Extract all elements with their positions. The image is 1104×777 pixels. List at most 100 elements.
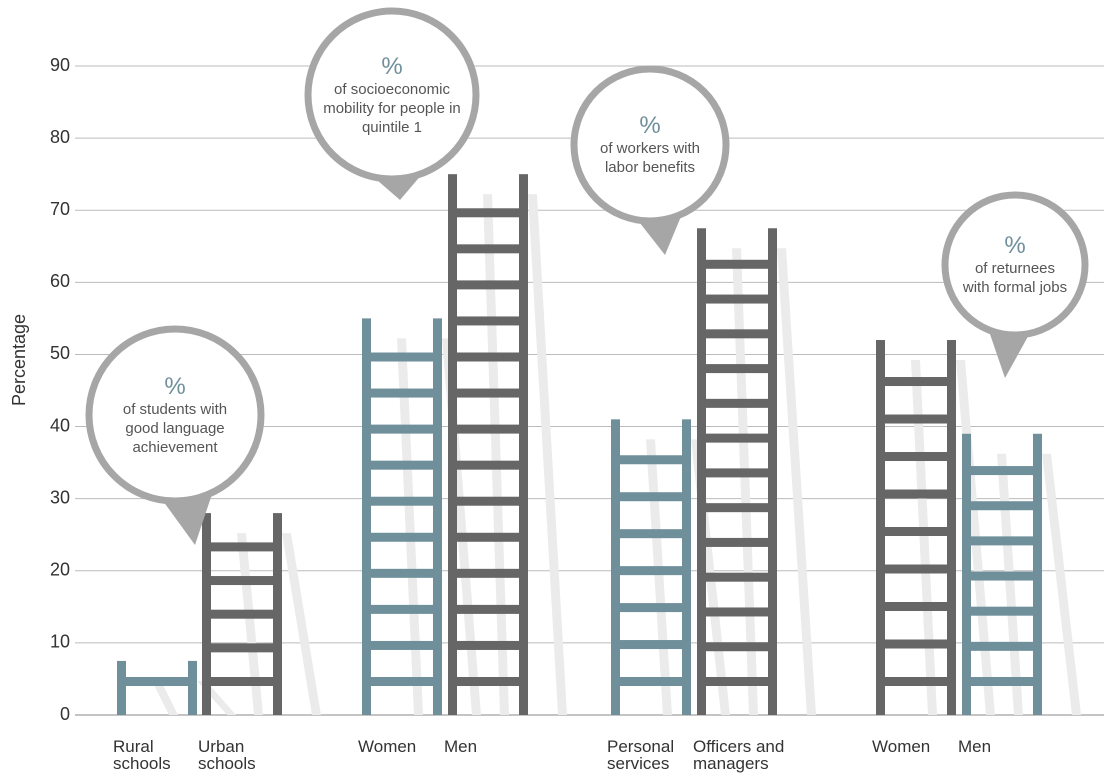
rung: [611, 640, 691, 650]
rung: [448, 244, 528, 254]
rung: [362, 424, 442, 434]
y-tick-label: 10: [50, 632, 70, 652]
callout-text: of students with good language achieveme…: [122, 400, 228, 456]
rung: [697, 294, 777, 304]
shadow-rail: [528, 194, 567, 715]
rung: [611, 455, 691, 465]
rung: [697, 364, 777, 374]
rung: [697, 503, 777, 513]
rung: [202, 576, 282, 586]
callout-symbol: %: [164, 372, 186, 400]
rung: [697, 537, 777, 547]
y-tick-label: 60: [50, 271, 70, 291]
callout-bubble: [85, 325, 265, 505]
x-tick-label: Rural schools: [113, 737, 171, 773]
ladder-bar: [962, 433, 1042, 715]
rung: [448, 496, 528, 506]
ladder-bar: [448, 174, 528, 715]
rung: [611, 492, 691, 502]
rung: [448, 208, 528, 218]
shadow-rail: [911, 360, 937, 715]
y-tick-label: 90: [50, 55, 70, 75]
rung: [962, 571, 1042, 581]
rung: [448, 424, 528, 434]
rung: [962, 536, 1042, 546]
rung: [362, 532, 442, 542]
callout-bubble: [304, 7, 480, 183]
x-tick-label: Officers and managers: [693, 737, 785, 773]
y-tick-label: 20: [50, 560, 70, 580]
rung: [362, 568, 442, 578]
rail: [448, 174, 457, 715]
shadow-rail: [282, 533, 321, 715]
rung: [448, 352, 528, 362]
rail: [117, 660, 126, 715]
callout-symbol: %: [1004, 232, 1026, 259]
x-tick-label: Women: [872, 737, 931, 756]
rung: [611, 677, 691, 686]
rung: [876, 564, 956, 574]
rung: [202, 643, 282, 653]
ladder-bar: [362, 318, 442, 715]
y-tick-label: 0: [60, 704, 70, 724]
rung: [876, 639, 956, 649]
ladder-bar: [876, 340, 956, 715]
rung: [202, 542, 282, 552]
rung: [697, 259, 777, 269]
rung: [448, 316, 528, 326]
rung: [448, 640, 528, 650]
rung: [362, 352, 442, 362]
rung: [202, 677, 282, 686]
rail: [433, 318, 442, 715]
rung: [362, 640, 442, 650]
shadow-rail: [483, 194, 509, 715]
x-tick-label: Urban schools: [198, 737, 256, 773]
rung: [697, 677, 777, 686]
x-tick-label: Personal services: [607, 737, 675, 773]
x-tick-label: Women: [358, 737, 417, 756]
rail: [519, 174, 528, 715]
callout: % of workers with labor benefits: [590, 113, 710, 177]
rail: [188, 660, 197, 715]
rung: [962, 606, 1042, 616]
rung: [362, 388, 442, 398]
rung: [448, 532, 528, 542]
callout-text: of socioeconomic mobility for people in …: [323, 80, 461, 136]
rung: [876, 602, 956, 612]
rung: [876, 527, 956, 537]
callout-tail: [988, 329, 1030, 378]
y-tick-label: 30: [50, 487, 70, 507]
y-tick-label: 40: [50, 415, 70, 435]
ladder-bar: [202, 513, 282, 715]
ladder-bar: [611, 419, 691, 715]
rung: [962, 641, 1042, 651]
callout: % of returnees with formal jobs: [960, 233, 1070, 297]
rung: [962, 501, 1042, 511]
y-tick-label: 50: [50, 343, 70, 363]
rung: [697, 572, 777, 582]
y-axis-label: Percentage: [9, 314, 29, 406]
callout-text: of workers with labor benefits: [599, 140, 701, 176]
rung: [362, 460, 442, 470]
callout: % of students with good language achievem…: [117, 372, 233, 457]
rung: [876, 452, 956, 462]
rung: [697, 433, 777, 443]
rung: [697, 398, 777, 408]
shadow-rail: [1042, 453, 1081, 715]
shadow-rail: [777, 248, 816, 715]
rung: [876, 489, 956, 499]
ladder-bar: [697, 228, 777, 715]
rung: [611, 603, 691, 613]
x-tick-label: Men: [444, 737, 478, 756]
callout: % of socioeconomic mobility for people in…: [321, 53, 463, 137]
shadow-rail: [237, 533, 263, 715]
rung: [362, 496, 442, 506]
rung: [448, 568, 528, 578]
rung: [876, 414, 956, 424]
shadow-rail: [997, 453, 1023, 715]
shadow-rail: [646, 439, 672, 715]
x-tick-label: Men: [958, 737, 992, 756]
rung: [876, 677, 956, 686]
